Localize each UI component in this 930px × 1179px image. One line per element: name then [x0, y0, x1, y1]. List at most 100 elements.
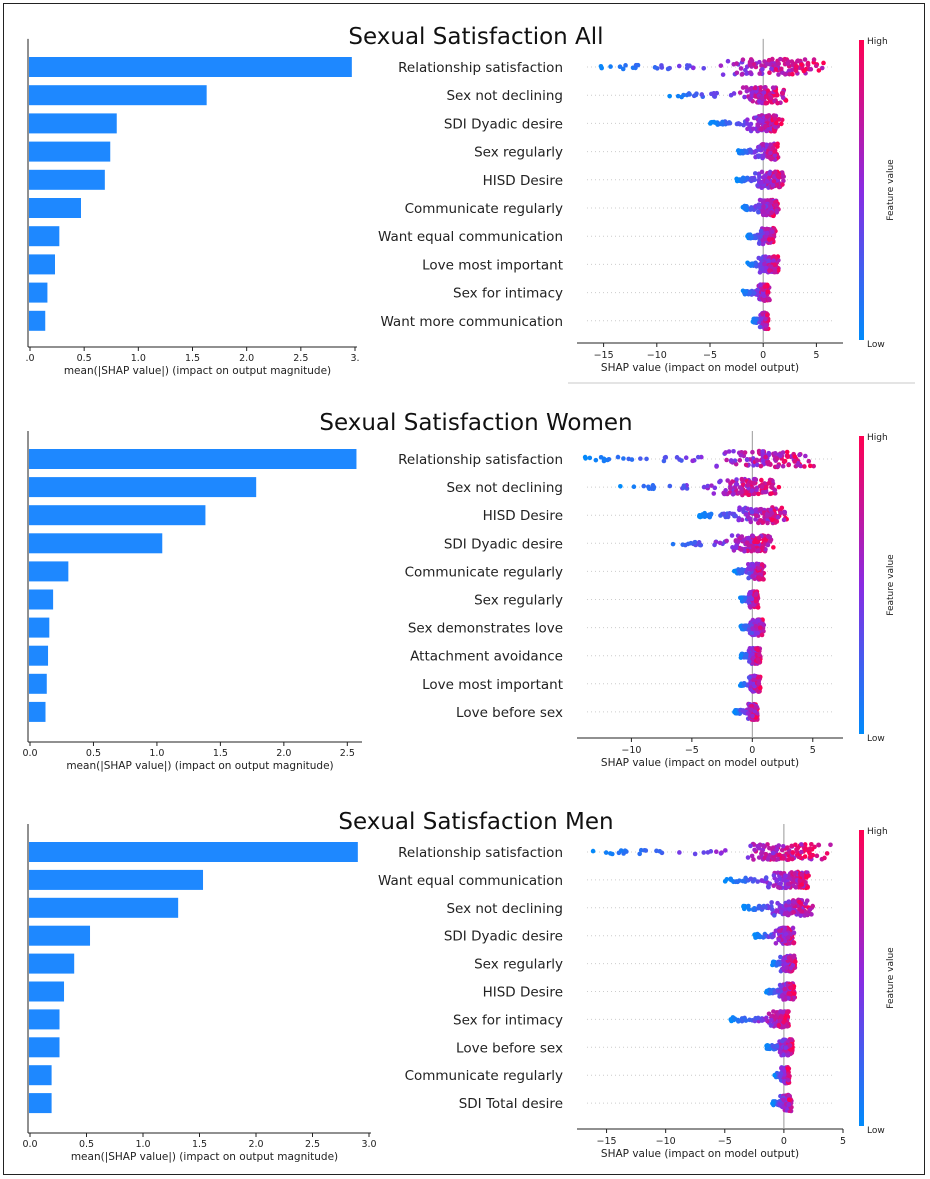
shap-point — [749, 548, 754, 554]
bar — [29, 198, 81, 218]
feature-label: HISD Desire — [483, 508, 563, 524]
shap-point — [752, 877, 757, 882]
shap-point — [749, 234, 754, 240]
shap-point — [804, 898, 810, 903]
shap-point — [761, 298, 767, 303]
shap-point — [750, 261, 755, 266]
bee-x-tick-label: −15 — [594, 350, 614, 361]
shap-point — [769, 484, 774, 490]
shap-point — [738, 66, 744, 71]
shap-point — [755, 674, 761, 680]
shap-point — [776, 937, 781, 943]
shap-point — [774, 847, 780, 852]
shap-point — [750, 651, 755, 657]
shap-point — [765, 520, 770, 526]
shap-point — [681, 483, 687, 488]
shap-point — [785, 454, 790, 460]
shap-point — [792, 459, 797, 464]
shap-point — [652, 65, 658, 70]
shap-point — [618, 848, 624, 853]
shap-point — [771, 178, 777, 184]
shap-point — [642, 847, 647, 853]
shap-point — [749, 596, 755, 602]
shap-point — [772, 487, 778, 493]
bar-x-tick-label: 2.0 — [239, 353, 254, 364]
shap-point — [774, 210, 780, 215]
shap-point — [761, 935, 766, 940]
shap-point — [785, 1024, 790, 1029]
bar — [29, 897, 179, 918]
shap-point — [615, 454, 621, 460]
shap-point — [797, 899, 802, 905]
shap-point — [769, 900, 774, 905]
shap-point — [748, 206, 754, 212]
shap-point — [748, 149, 754, 154]
shap-point — [598, 64, 604, 69]
shap-point — [742, 204, 748, 209]
feature-label: SDI Dyadic desire — [444, 929, 563, 945]
shap-point — [775, 100, 780, 106]
panel-2: Sexual Satisfaction Women 0.0 0.5 1.0 1.5 2.0… — [22, 410, 896, 772]
shap-point — [749, 509, 755, 515]
shap-point — [806, 458, 812, 464]
shap-point — [764, 142, 769, 148]
shap-point — [755, 183, 760, 188]
shap-point — [767, 70, 772, 76]
shap-point — [755, 630, 760, 636]
bar-x-tick-label: 3.0 — [361, 1139, 376, 1150]
shap-point — [783, 873, 788, 879]
bar-x-tick-label: 1.0 — [149, 748, 164, 759]
shap-point — [772, 262, 777, 267]
shap-point — [755, 605, 761, 610]
shap-point — [747, 86, 753, 92]
shap-point — [676, 63, 682, 69]
bar-x-axis-label: mean(|SHAP value|) (impact on output mag… — [71, 1151, 338, 1163]
shap-point — [761, 90, 767, 95]
shap-point — [737, 458, 743, 463]
shap-point — [785, 1077, 791, 1083]
colorbar-high-label: High — [867, 37, 888, 47]
shap-point — [667, 93, 672, 99]
bar-x-tick-label: 0.5 — [79, 1139, 94, 1150]
shap-point — [775, 463, 781, 469]
colorbar-axis-label: Feature value — [886, 554, 896, 616]
shap-point — [756, 618, 761, 623]
shap-point — [807, 463, 813, 469]
shap-point — [746, 492, 751, 498]
shap-point — [741, 537, 747, 543]
shap-point — [747, 603, 753, 609]
bar — [29, 226, 60, 247]
bee-x-tick-label: −10 — [621, 745, 641, 756]
shap-point — [766, 258, 771, 264]
shap-point — [775, 172, 781, 178]
shap-point — [764, 179, 770, 184]
shap-point — [771, 545, 776, 550]
shap-point — [728, 458, 734, 463]
feature-label: Love before sex — [456, 705, 563, 721]
shap-point — [782, 925, 788, 931]
shap-point — [712, 120, 718, 125]
feature-label: Love before sex — [456, 1040, 563, 1056]
shap-point — [621, 456, 626, 461]
shap-point — [783, 961, 789, 967]
shap-point — [759, 100, 765, 106]
shap-point — [759, 209, 765, 215]
shap-point — [746, 675, 752, 680]
shap-point — [781, 1052, 786, 1058]
shap-point — [756, 566, 762, 571]
shap-point — [778, 984, 784, 989]
shap-point — [749, 707, 754, 712]
shap-point — [759, 477, 764, 483]
shap-point — [768, 126, 773, 131]
shap-point — [764, 114, 770, 119]
shap-point — [750, 626, 755, 631]
shap-point — [797, 452, 802, 458]
shap-point — [679, 458, 684, 463]
shap-point — [754, 462, 760, 468]
bar-x-axis-label: mean(|SHAP value|) (impact on output mag… — [64, 365, 331, 377]
shap-point — [742, 624, 747, 629]
shap-point — [795, 58, 801, 64]
shap-point — [705, 850, 711, 855]
shap-point — [677, 850, 682, 855]
shap-point — [744, 457, 750, 463]
